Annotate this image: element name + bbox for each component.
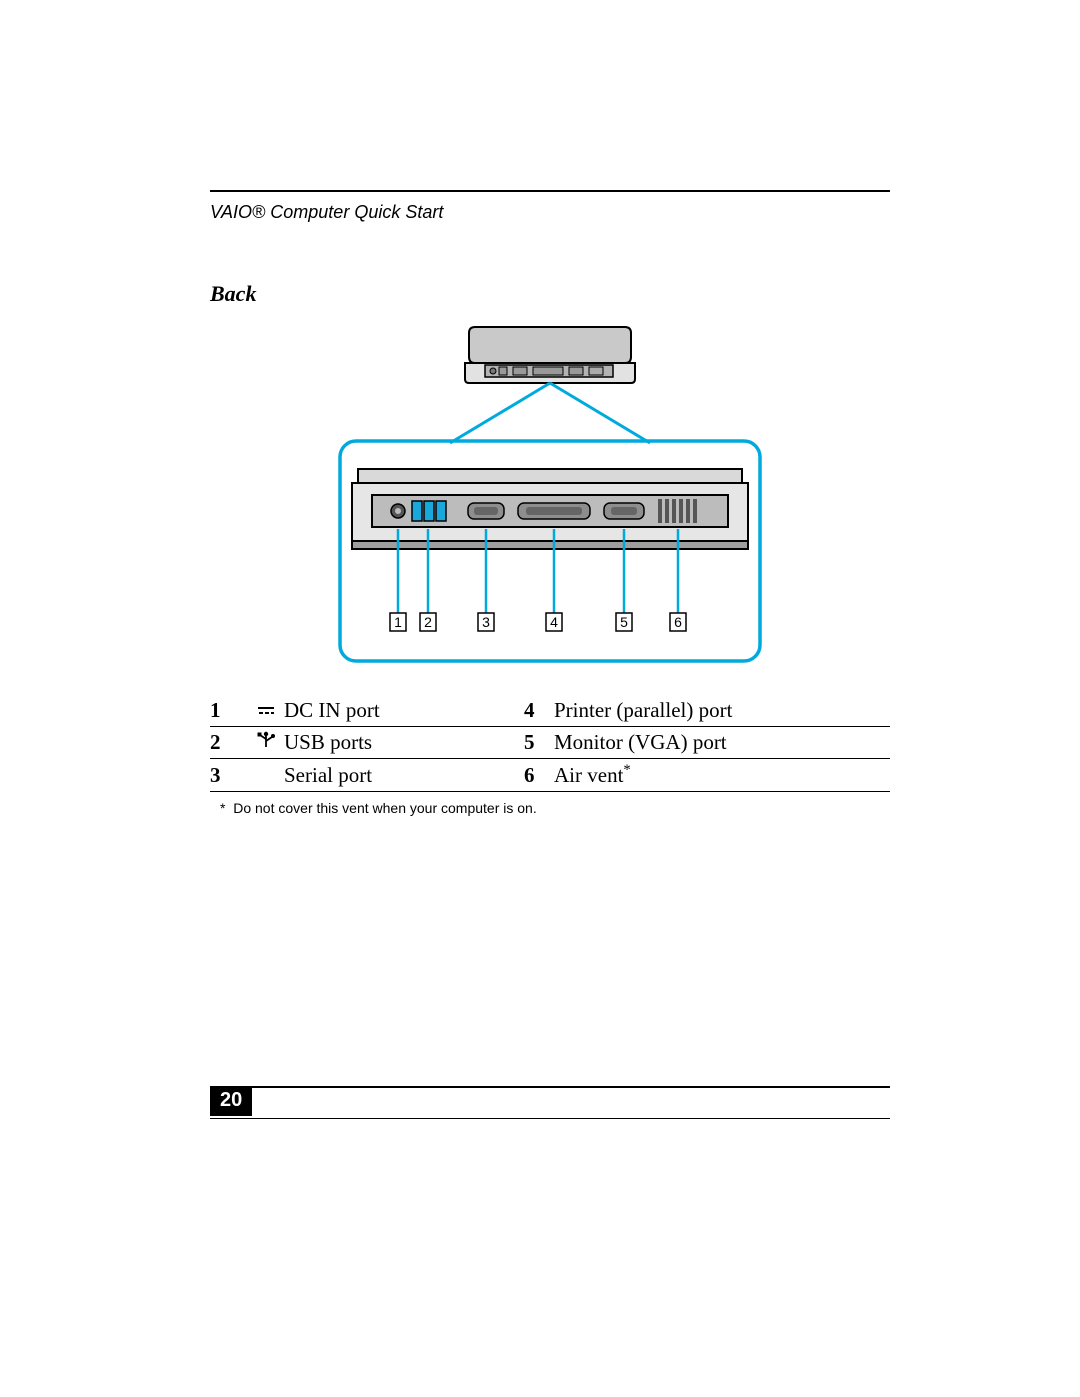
legend-label: USB ports <box>284 727 524 759</box>
footer: 20 <box>210 1086 890 1119</box>
callout-number: 2 <box>424 614 432 630</box>
legend-num: 1 <box>210 695 254 727</box>
footnote-marker: * <box>220 800 225 816</box>
legend-label: Printer (parallel) port <box>554 695 890 727</box>
footnote: * Do not cover this vent when your compu… <box>210 800 890 816</box>
dc-in-icon <box>254 695 284 727</box>
manual-page: VAIO® Computer Quick Start Back <box>0 0 1080 1397</box>
laptop-back-large <box>352 469 748 549</box>
legend-num: 3 <box>210 759 254 792</box>
footer-rule-thick <box>210 1086 890 1088</box>
legend-label-text: Air vent <box>554 763 623 787</box>
back-view-diagram: 1 2 3 4 5 6 <box>320 321 780 681</box>
blank-icon <box>254 759 284 792</box>
top-rule <box>210 190 890 192</box>
callout-number: 1 <box>394 614 402 630</box>
footer-rule-thin <box>210 1118 890 1119</box>
figure-container: 1 2 3 4 5 6 <box>210 321 890 681</box>
legend-num: 4 <box>524 695 554 727</box>
legend-table: 1 DC IN port 4 Printer (parallel) port 2… <box>210 695 890 792</box>
callout-number: 5 <box>620 614 628 630</box>
callout-number: 3 <box>482 614 490 630</box>
section-title: Back <box>210 281 890 307</box>
leader-right <box>550 383 650 443</box>
legend-num: 2 <box>210 727 254 759</box>
running-header: VAIO® Computer Quick Start <box>210 202 890 223</box>
callout-numbers: 1 2 3 4 5 6 <box>390 613 686 631</box>
legend-num: 5 <box>524 727 554 759</box>
table-row: 1 DC IN port 4 Printer (parallel) port <box>210 695 890 727</box>
legend-label: Monitor (VGA) port <box>554 727 890 759</box>
table-row: 3 Serial port 6 Air vent* <box>210 759 890 792</box>
callout-number: 6 <box>674 614 682 630</box>
table-row: 2 USB ports 5 Monitor (VGA) port <box>210 727 890 759</box>
laptop-small <box>465 327 635 383</box>
content-area: VAIO® Computer Quick Start Back <box>210 190 890 816</box>
legend-label: Air vent* <box>554 759 890 792</box>
leader-left <box>450 383 550 443</box>
footnote-text: Do not cover this vent when your compute… <box>233 800 536 816</box>
callout-number: 4 <box>550 614 558 630</box>
legend-label: Serial port <box>284 759 524 792</box>
usb-icon <box>254 727 284 759</box>
legend-num: 6 <box>524 759 554 792</box>
legend-label: DC IN port <box>284 695 524 727</box>
page-number: 20 <box>210 1086 252 1116</box>
legend-label-sup: * <box>623 762 630 778</box>
